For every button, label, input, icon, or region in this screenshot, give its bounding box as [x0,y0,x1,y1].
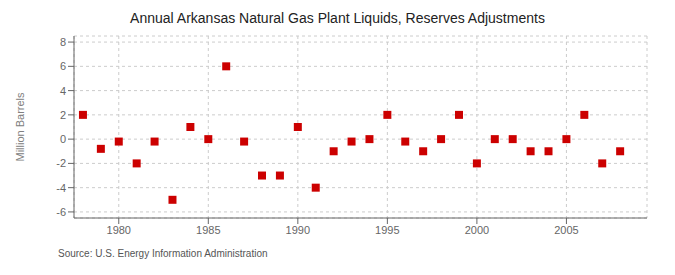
svg-text:1990: 1990 [286,224,310,236]
svg-text:0: 0 [60,133,66,145]
svg-text:-4: -4 [56,182,66,194]
svg-text:6: 6 [60,60,66,72]
svg-text:-6: -6 [56,206,66,218]
svg-text:-2: -2 [56,157,66,169]
svg-text:4: 4 [60,85,66,97]
svg-text:2005: 2005 [554,224,578,236]
svg-text:1995: 1995 [375,224,399,236]
svg-text:1980: 1980 [107,224,131,236]
svg-text:1985: 1985 [196,224,220,236]
svg-text:Million Barrels: Million Barrels [14,92,26,162]
svg-text:2: 2 [60,109,66,121]
html-text:Annual Arkansas Natural Gas Pl: Annual Arkansas Natural Gas Plant Liquid… [130,10,545,26]
html-text:Source: U.S. Energy Informatio: Source: U.S. Energy Information Administ… [58,248,268,259]
svg-text:8: 8 [60,36,66,48]
svg-text:2000: 2000 [465,224,489,236]
